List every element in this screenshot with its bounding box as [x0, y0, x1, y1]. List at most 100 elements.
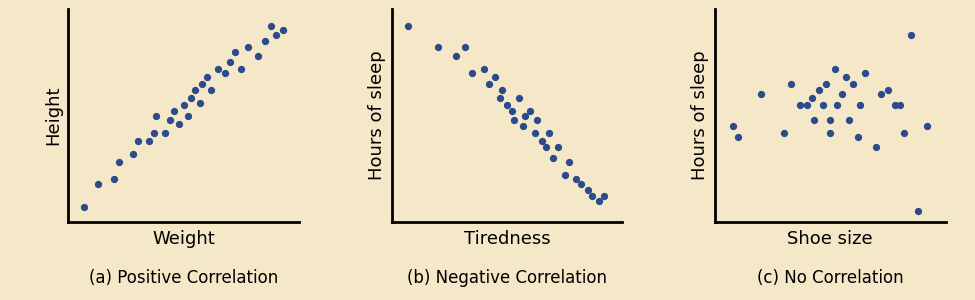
- Point: [268, 32, 284, 37]
- Point: [523, 109, 538, 114]
- Point: [806, 117, 822, 122]
- Point: [823, 130, 838, 135]
- Point: [106, 177, 122, 182]
- Point: [800, 102, 815, 107]
- Point: [830, 102, 845, 107]
- Point: [476, 66, 491, 71]
- Point: [568, 177, 584, 182]
- Point: [869, 145, 884, 150]
- Y-axis label: Hours of sleep: Hours of sleep: [691, 51, 709, 180]
- Point: [804, 96, 820, 101]
- Point: [183, 96, 199, 101]
- Point: [518, 113, 533, 118]
- Text: (c) No Correlation: (c) No Correlation: [757, 269, 904, 287]
- Point: [793, 102, 808, 107]
- Point: [827, 66, 842, 71]
- Point: [77, 205, 93, 209]
- Point: [256, 39, 272, 44]
- Point: [211, 66, 226, 71]
- Point: [545, 156, 561, 161]
- Text: (b) Negative Correlation: (b) Negative Correlation: [407, 269, 607, 287]
- Point: [834, 92, 849, 97]
- Point: [874, 92, 889, 97]
- Point: [457, 45, 473, 50]
- Point: [222, 60, 238, 64]
- Point: [783, 81, 799, 86]
- Point: [811, 88, 827, 92]
- Point: [250, 53, 265, 58]
- Point: [850, 134, 866, 139]
- Point: [725, 124, 741, 128]
- Point: [730, 134, 746, 139]
- Point: [526, 130, 542, 135]
- Y-axis label: Height: Height: [45, 86, 62, 145]
- Point: [187, 88, 203, 92]
- Point: [550, 145, 566, 150]
- Point: [494, 88, 510, 92]
- Point: [148, 113, 164, 118]
- Point: [217, 70, 233, 75]
- Point: [492, 96, 508, 101]
- Point: [852, 102, 868, 107]
- X-axis label: Weight: Weight: [152, 230, 215, 248]
- Point: [880, 88, 896, 92]
- Point: [896, 130, 912, 135]
- Point: [141, 139, 157, 143]
- Point: [263, 24, 279, 28]
- Point: [488, 75, 503, 80]
- Point: [506, 117, 522, 122]
- Point: [529, 117, 545, 122]
- Point: [818, 81, 834, 86]
- Point: [838, 75, 854, 80]
- Point: [504, 109, 520, 114]
- Point: [91, 181, 106, 186]
- Point: [580, 188, 596, 193]
- Point: [499, 102, 515, 107]
- Point: [199, 75, 214, 80]
- Point: [823, 117, 838, 122]
- Point: [227, 49, 243, 54]
- Point: [204, 88, 219, 92]
- Point: [776, 130, 792, 135]
- Point: [585, 194, 601, 199]
- Point: [481, 81, 496, 86]
- Point: [192, 100, 208, 105]
- Text: (a) Positive Correlation: (a) Positive Correlation: [89, 269, 278, 287]
- Point: [911, 209, 926, 214]
- Point: [592, 198, 607, 203]
- Point: [754, 92, 769, 97]
- Point: [162, 117, 177, 122]
- Point: [176, 102, 191, 107]
- Point: [125, 152, 140, 156]
- X-axis label: Tiredness: Tiredness: [464, 230, 550, 248]
- Point: [146, 130, 162, 135]
- Point: [887, 102, 903, 107]
- Point: [557, 173, 572, 178]
- Point: [562, 160, 577, 165]
- Point: [157, 130, 173, 135]
- Point: [919, 124, 935, 128]
- Point: [234, 66, 250, 71]
- Point: [167, 109, 182, 114]
- Y-axis label: Hours of sleep: Hours of sleep: [368, 51, 386, 180]
- Point: [596, 194, 611, 199]
- Point: [516, 124, 531, 128]
- Point: [892, 102, 908, 107]
- X-axis label: Shoe size: Shoe size: [788, 230, 873, 248]
- Point: [534, 139, 550, 143]
- Point: [430, 45, 446, 50]
- Point: [400, 24, 415, 28]
- Point: [815, 102, 831, 107]
- Point: [180, 113, 196, 118]
- Point: [241, 45, 256, 50]
- Point: [541, 130, 557, 135]
- Point: [511, 96, 526, 101]
- Point: [573, 181, 589, 186]
- Point: [841, 117, 857, 122]
- Point: [903, 32, 918, 37]
- Point: [130, 139, 145, 143]
- Point: [845, 81, 861, 86]
- Point: [538, 145, 554, 150]
- Point: [275, 28, 291, 33]
- Point: [464, 70, 480, 75]
